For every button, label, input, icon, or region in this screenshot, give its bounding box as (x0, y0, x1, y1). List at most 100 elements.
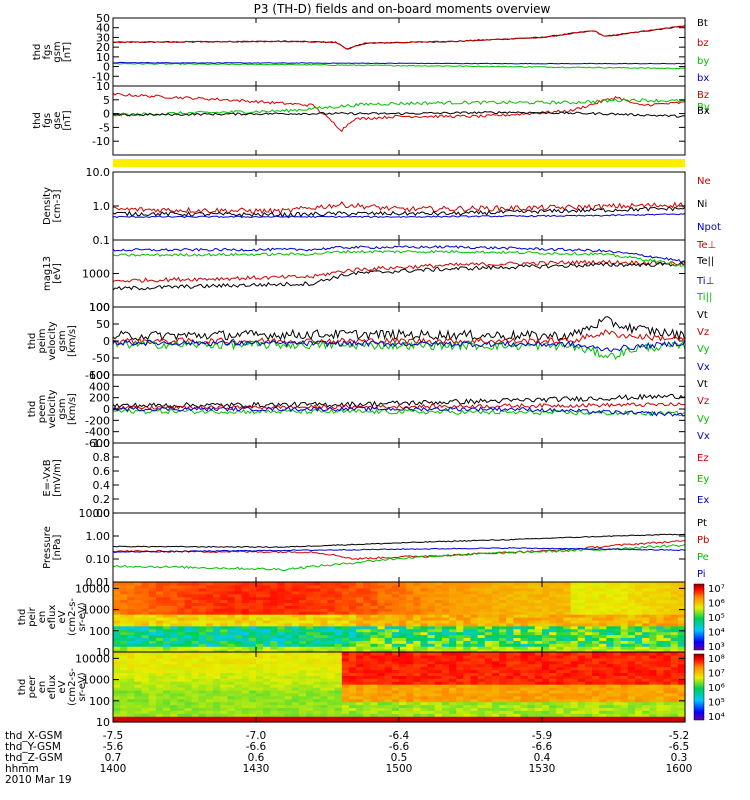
panel-frame (112, 374, 686, 444)
colorbar-tick-label: 10⁵ (708, 613, 725, 624)
colorbar-tick-label: 10⁷ (708, 584, 725, 595)
series-line-density-2 (112, 213, 686, 219)
y-axis-label: velocity (47, 321, 58, 360)
legend-entry: Vz (697, 396, 709, 407)
y-tick-label: 50 (96, 12, 110, 25)
colorbar-tick-label: 10⁴ (708, 712, 725, 723)
x-tick-label: 0.6 (248, 752, 265, 764)
legend-entry: bz (697, 38, 709, 49)
y-axis-label: mag13 (42, 256, 53, 291)
y-tick-label: 100 (89, 695, 110, 708)
y-axis-label: en (37, 611, 48, 624)
panel-frame (112, 85, 686, 156)
y-tick-label: 1000 (82, 268, 110, 281)
y-axis-label: thd (32, 44, 43, 61)
y-axis-label: fgs (42, 44, 53, 59)
series-line-vel2-2 (112, 408, 686, 417)
y-tick-label: 10 (96, 51, 110, 64)
legend-entry: Npot (697, 222, 721, 233)
y-axis-label: thd (17, 609, 28, 626)
y-tick-label: 0 (103, 61, 110, 74)
y-axis-label: [nT] (62, 42, 73, 62)
x-tick-label: -6.6 (389, 741, 410, 753)
y-axis-label: [km/s] (67, 393, 78, 425)
y-tick-label: 10 (96, 80, 110, 93)
series-line-vel2-3 (112, 406, 686, 417)
x-tick-label: -6.4 (389, 730, 410, 742)
y-tick-label: 10 (96, 716, 110, 729)
legend-entry: Ni (697, 199, 707, 210)
y-tick-label: 10 (96, 646, 110, 659)
y-tick-label: 20 (96, 41, 110, 54)
y-axis-label: velocity (47, 389, 58, 428)
legend-entry: Ti|| (696, 292, 712, 303)
x-tick-label: 0.7 (105, 752, 122, 764)
y-tick-label: 0.6 (93, 465, 111, 478)
y-axis-label: (cm2-s- (67, 668, 78, 706)
y-tick-label: 100 (89, 301, 110, 314)
panel-ion_spec (112, 581, 686, 653)
x-axis-row-label: hhmm (5, 763, 39, 775)
x-tick-label: 1530 (529, 763, 556, 775)
legend-entry: Pi (697, 569, 706, 580)
y-tick-label: 30 (96, 31, 110, 44)
y-tick-label: 10.0 (86, 166, 111, 179)
series-line-fgs2-1 (112, 97, 686, 117)
status-bar (113, 159, 685, 167)
y-tick-label: -10 (92, 70, 110, 83)
legend-entry: Bt (697, 18, 708, 29)
series-line-fgs-0 (112, 24, 686, 50)
legend-entry: Vt (697, 310, 708, 321)
y-tick-label: 10.00 (79, 507, 111, 520)
series-line-vel2-0 (112, 393, 686, 410)
x-axis-row-label: thd_Z-GSM (5, 752, 63, 764)
x-tick-label: 0.4 (534, 752, 551, 764)
y-tick-label: 1000 (82, 604, 110, 617)
y-axis-label: gsm (57, 398, 68, 419)
y-tick-label: 0.4 (93, 479, 111, 492)
y-axis-label: eflux (47, 605, 58, 630)
legend-entry: Vx (697, 362, 710, 373)
date-label: 2010 Mar 19 (5, 774, 72, 786)
legend-entry: Ex (697, 495, 709, 506)
y-tick-label: -400 (85, 426, 110, 439)
x-tick-label: -6.6 (532, 741, 553, 753)
x-tick-label: 1430 (243, 763, 270, 775)
y-axis-label: gse (52, 112, 63, 130)
y-tick-label: 600 (89, 369, 110, 382)
panel-temp (112, 239, 686, 308)
y-axis-label: gsm (52, 41, 63, 62)
y-axis-label: [km/s] (67, 325, 78, 357)
series-line-vel1-3 (112, 339, 686, 352)
y-tick-label: 40 (96, 22, 110, 35)
y-tick-label: 0.01 (86, 576, 111, 589)
x-tick-label: 1600 (666, 763, 693, 775)
x-tick-label: 1400 (100, 763, 127, 775)
y-axis-label: gsm (57, 330, 68, 351)
y-tick-label: -5 (99, 121, 110, 134)
y-tick-label: -600 (85, 437, 110, 450)
y-tick-label: 1.0 (93, 437, 111, 450)
legend-entry: Pe (697, 552, 709, 563)
y-axis-label: thd (17, 679, 28, 696)
y-axis-label: Density (42, 187, 53, 225)
colorbar-tick-label: 10⁶ (708, 683, 725, 694)
legend-entry: Bx (697, 106, 710, 117)
legend-entry: bx (697, 73, 709, 84)
panel-fgs (112, 17, 686, 87)
series-line-pressure-0 (112, 533, 686, 548)
y-tick-label: -100 (85, 369, 110, 382)
series-line-density-0 (113, 201, 686, 216)
legend-entry: Vy (697, 344, 710, 355)
series-line-pressure-1 (112, 540, 685, 561)
y-axis-label: E=-VxB (42, 459, 53, 496)
y-tick-label: 0.1 (93, 234, 111, 247)
y-tick-label: 5 (103, 94, 110, 107)
series-line-temp-0 (112, 259, 686, 283)
y-tick-label: 0.2 (93, 493, 111, 506)
y-axis-label: eV (57, 680, 68, 693)
y-tick-label: 0.8 (93, 451, 111, 464)
x-axis-row-label: thd_Y-GSM (5, 741, 61, 753)
legend-entry: Ey (697, 474, 709, 485)
